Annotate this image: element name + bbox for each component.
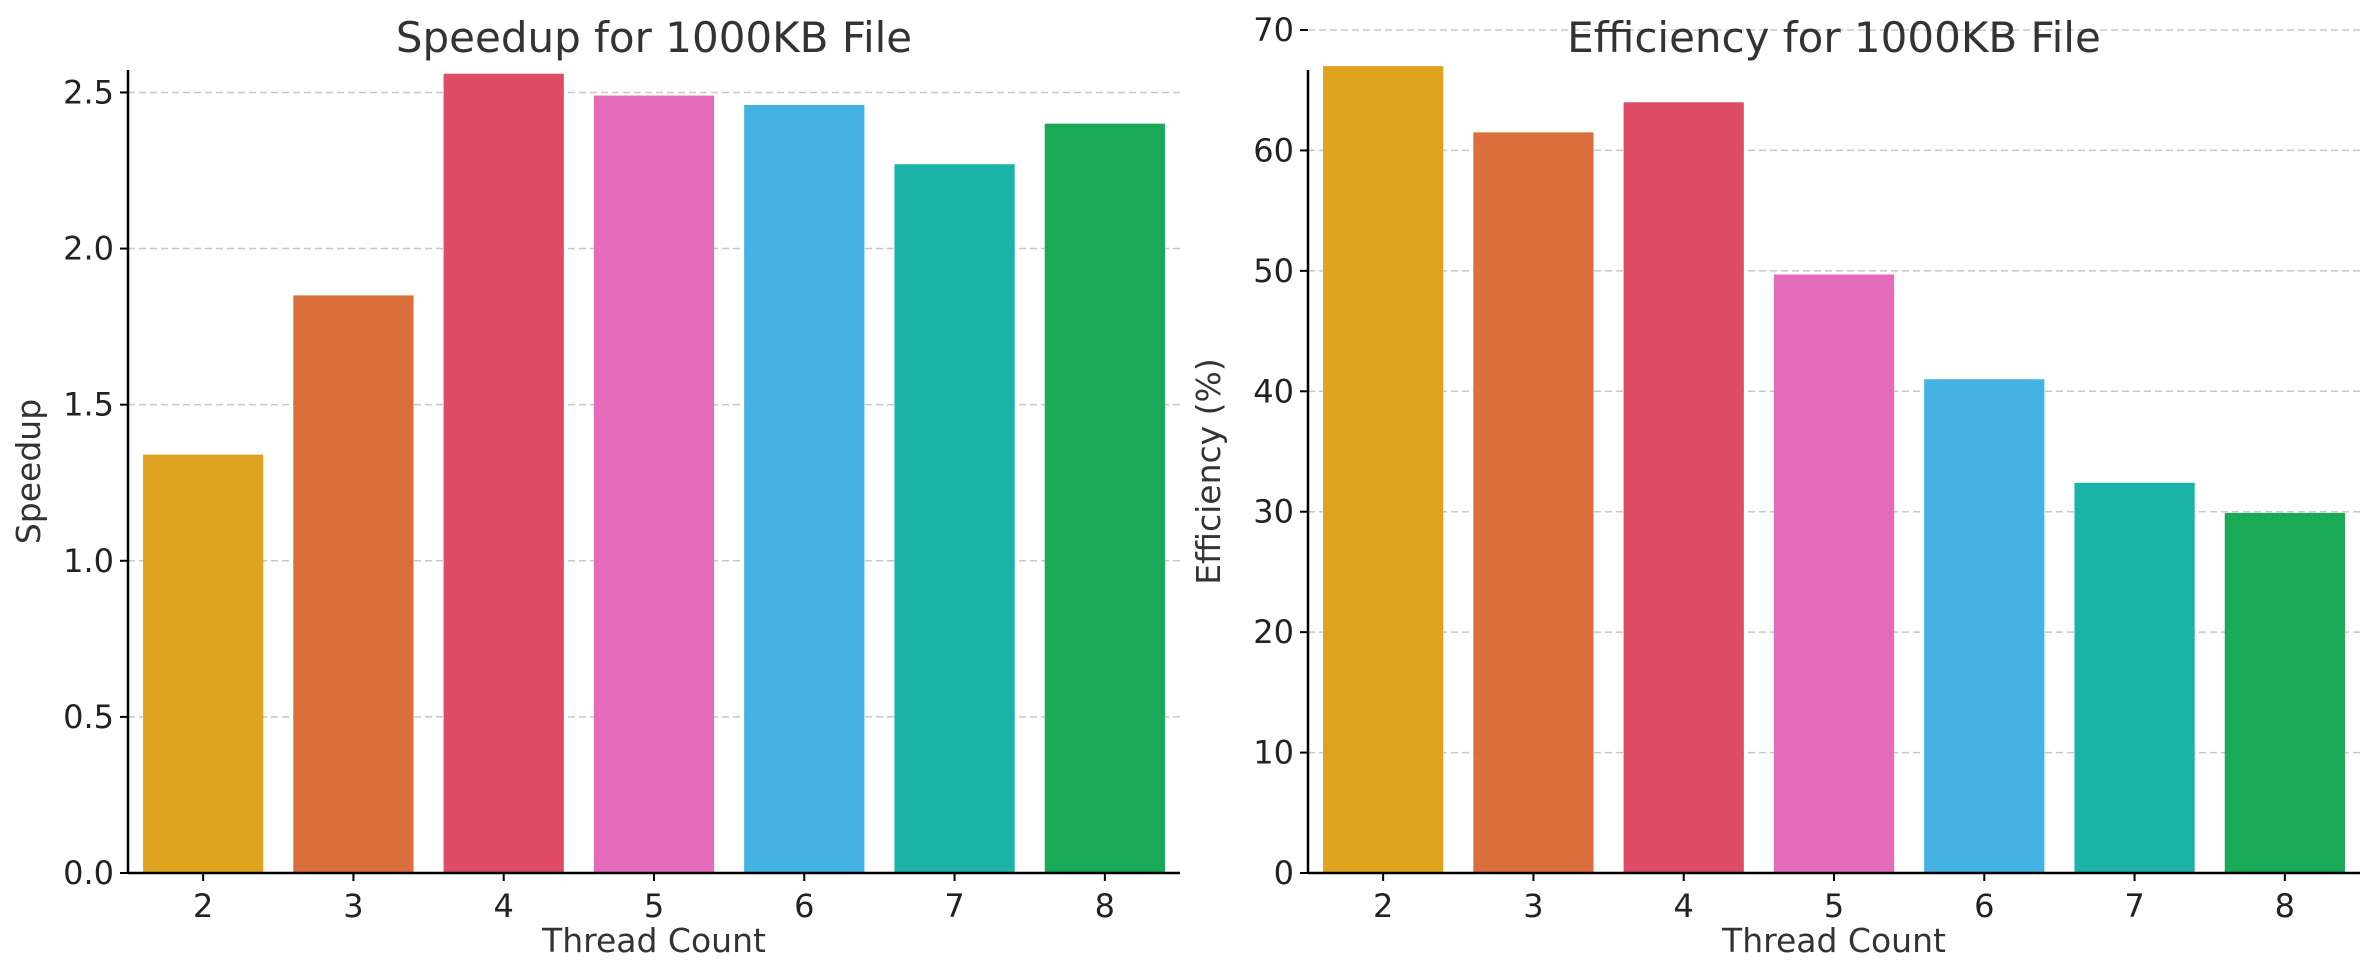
efficiency-bar-6 — [1924, 379, 2045, 873]
efficiency-x-tick-label: 7 — [2124, 887, 2144, 925]
speedup-y-tick-label: 0.5 — [63, 698, 114, 736]
efficiency-y-ticks: 0 10 20 30 40 50 60 70 — [1253, 11, 1308, 892]
efficiency-bar-8 — [2224, 512, 2345, 873]
speedup-bar-7 — [894, 164, 1015, 873]
speedup-bar-6 — [744, 104, 865, 873]
speedup-x-ticks: 2 3 4 5 6 7 8 — [193, 873, 1115, 925]
speedup-x-tick-label: 3 — [343, 887, 363, 925]
efficiency-x-axis-label: Thread Count — [1721, 921, 1946, 960]
speedup-x-tick-label: 4 — [494, 887, 514, 925]
speedup-y-ticks: 0.0 0.5 1.0 1.5 2.0 2.5 — [63, 73, 128, 892]
efficiency-y-tick-label: 60 — [1253, 131, 1294, 169]
efficiency-bar-3 — [1473, 132, 1594, 874]
speedup-x-tick-label: 6 — [794, 887, 814, 925]
efficiency-x-tick-label: 5 — [1824, 887, 1844, 925]
efficiency-y-tick-label: 20 — [1253, 613, 1294, 651]
speedup-x-tick-label: 2 — [193, 887, 213, 925]
efficiency-bar-4 — [1623, 102, 1744, 873]
efficiency-y-tick-label: 70 — [1253, 11, 1294, 49]
speedup-y-tick-label: 2.5 — [63, 73, 114, 111]
efficiency-x-tick-label: 6 — [1974, 887, 1994, 925]
efficiency-x-ticks: 2 3 4 5 6 7 8 — [1373, 873, 2295, 925]
efficiency-bar-5 — [1773, 274, 1895, 874]
efficiency-y-tick-label: 0 — [1274, 854, 1294, 892]
speedup-x-tick-label: 8 — [1095, 887, 1115, 925]
efficiency-bars — [1323, 66, 2345, 874]
efficiency-x-tick-label: 2 — [1373, 887, 1393, 925]
efficiency-bar-2 — [1323, 66, 1444, 874]
efficiency-y-tick-label: 50 — [1253, 252, 1294, 290]
efficiency-x-tick-label: 3 — [1523, 887, 1543, 925]
speedup-x-tick-label: 5 — [644, 887, 664, 925]
speedup-y-tick-label: 1.0 — [63, 542, 114, 580]
efficiency-chart: 0 10 20 30 40 50 60 70 2 3 4 5 6 7 8 Efficiency for 1… — [1189, 11, 2360, 960]
speedup-bar-8 — [1044, 123, 1165, 873]
speedup-y-axis-label: Speedup — [9, 399, 48, 544]
efficiency-y-tick-label: 40 — [1253, 372, 1294, 410]
efficiency-bar-7 — [2074, 482, 2195, 873]
speedup-x-tick-label: 7 — [944, 887, 964, 925]
speedup-y-tick-label: 0.0 — [63, 854, 114, 892]
speedup-chart: 0.0 0.5 1.0 1.5 2.0 2.5 2 3 4 5 6 7 8 Speedup for 1… — [9, 13, 1180, 960]
speedup-bar-3 — [293, 295, 414, 873]
speedup-bars — [143, 73, 1165, 874]
speedup-bar-5 — [593, 95, 715, 874]
efficiency-x-tick-label: 4 — [1674, 887, 1694, 925]
speedup-bar-4 — [443, 73, 564, 873]
efficiency-y-tick-label: 30 — [1253, 493, 1294, 531]
efficiency-y-axis-label: Efficiency (%) — [1189, 358, 1228, 585]
speedup-chart-title: Speedup for 1000KB File — [396, 13, 912, 62]
speedup-x-axis-label: Thread Count — [541, 921, 766, 960]
efficiency-x-tick-label: 8 — [2275, 887, 2295, 925]
speedup-y-tick-label: 2.0 — [63, 230, 114, 268]
speedup-bar-2 — [143, 454, 264, 873]
efficiency-y-tick-label: 10 — [1253, 734, 1294, 772]
speedup-y-tick-label: 1.5 — [63, 386, 114, 424]
efficiency-chart-title: Efficiency for 1000KB File — [1567, 13, 2101, 62]
